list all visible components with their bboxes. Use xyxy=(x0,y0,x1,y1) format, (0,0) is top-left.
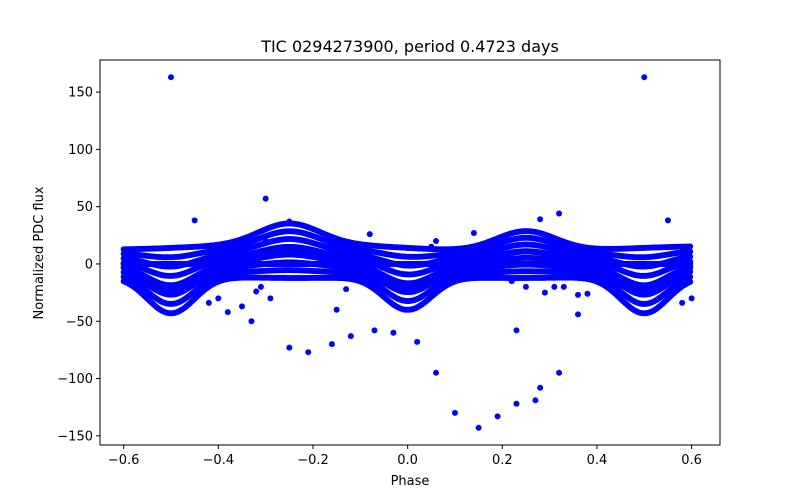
data-point xyxy=(575,311,582,318)
x-axis-label: Phase xyxy=(391,474,430,489)
data-point xyxy=(451,409,458,416)
y-tick-label: −150 xyxy=(57,429,93,444)
data-point xyxy=(584,290,591,297)
data-point xyxy=(191,217,198,224)
data-point xyxy=(371,327,378,334)
y-tick-label: 0 xyxy=(85,257,93,272)
data-point xyxy=(248,318,255,325)
x-tick-label: 0.6 xyxy=(681,453,702,468)
data-point xyxy=(687,264,694,271)
y-axis-label: Normalized PDC flux xyxy=(32,186,47,319)
x-axis: −0.6 −0.4 −0.2 0.0 0.2 0.4 0.6 xyxy=(108,445,702,468)
data-point xyxy=(679,299,686,306)
data-point xyxy=(664,217,671,224)
y-tick-label: 150 xyxy=(68,86,93,101)
data-point xyxy=(286,344,293,351)
data-point xyxy=(688,295,695,302)
x-tick-label: 0.2 xyxy=(492,453,513,468)
data-point xyxy=(333,306,340,313)
data-point xyxy=(537,384,544,391)
x-tick-label: 0.0 xyxy=(397,453,418,468)
y-tick-label: −50 xyxy=(66,315,93,330)
data-point xyxy=(560,283,567,290)
points-layer xyxy=(120,74,695,431)
x-tick-label: −0.2 xyxy=(297,453,329,468)
data-point xyxy=(257,283,264,290)
data-point xyxy=(414,338,421,345)
data-point xyxy=(556,210,563,217)
data-point xyxy=(556,369,563,376)
data-point xyxy=(433,238,440,245)
data-point xyxy=(224,309,231,316)
data-point xyxy=(305,349,312,356)
chart-title: TIC 0294273900, period 0.4723 days xyxy=(260,37,559,56)
data-point xyxy=(513,400,520,407)
data-point xyxy=(475,424,482,431)
data-point xyxy=(513,327,520,334)
data-point xyxy=(390,329,397,336)
data-point xyxy=(551,283,558,290)
data-point xyxy=(343,286,350,293)
data-point xyxy=(205,299,212,306)
data-point xyxy=(541,289,548,296)
data-point xyxy=(366,231,373,238)
data-point xyxy=(262,195,269,202)
x-tick-label: −0.6 xyxy=(108,453,140,468)
data-point xyxy=(494,413,501,420)
data-point xyxy=(433,369,440,376)
data-point xyxy=(347,333,354,340)
data-point xyxy=(641,74,648,81)
y-axis: −150 −100 −50 0 50 100 150 xyxy=(57,86,100,444)
data-point xyxy=(215,295,222,302)
data-point xyxy=(328,341,335,348)
data-point xyxy=(253,288,260,295)
x-tick-label: −0.4 xyxy=(203,453,235,468)
data-point xyxy=(522,283,529,290)
data-point xyxy=(687,243,694,250)
data-point xyxy=(167,74,174,81)
data-point xyxy=(575,291,582,298)
data-point xyxy=(470,230,477,237)
y-tick-label: 50 xyxy=(76,200,93,215)
data-point xyxy=(267,295,274,302)
data-point xyxy=(238,303,245,310)
data-point xyxy=(532,397,539,404)
data-point xyxy=(537,216,544,223)
y-tick-label: −100 xyxy=(57,372,93,387)
y-tick-label: 100 xyxy=(68,143,93,158)
x-tick-label: 0.4 xyxy=(587,453,608,468)
